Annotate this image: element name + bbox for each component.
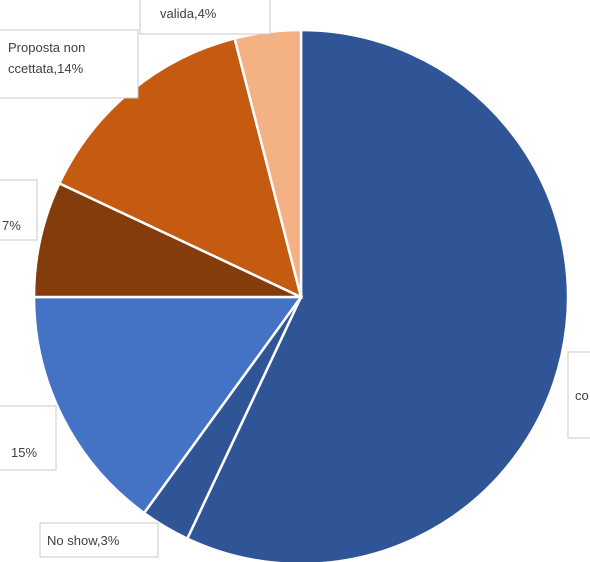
data-label-2: 15% [0, 405, 57, 471]
pie-slice-2 [32, 295, 304, 515]
data-label-text: valida,4% [160, 6, 217, 21]
data-label-text: Proposta non [8, 40, 85, 55]
data-label-box [39, 522, 159, 558]
data-label-text: ccettata,14% [8, 61, 84, 76]
data-label-4: Proposta non ccettata,14% [0, 29, 139, 99]
data-label-text: co [575, 388, 589, 403]
pie-slices [32, 28, 570, 562]
data-label-box [0, 29, 139, 99]
data-label-box [0, 179, 38, 241]
pie-slice-3 [32, 181, 302, 299]
data-label-box [139, 0, 271, 35]
data-label-3: 7% [0, 179, 38, 241]
data-label-text: 7% [2, 218, 21, 233]
data-label-box [0, 405, 57, 471]
data-label-5: valida,4% [139, 0, 271, 35]
data-label-text: No show,3% [47, 533, 120, 548]
data-label-text: 15% [11, 445, 37, 460]
data-label-0: co [567, 351, 590, 439]
pie-slice-0 [185, 28, 570, 562]
data-label-1: No show,3% [39, 522, 159, 558]
data-label-box [567, 351, 590, 439]
